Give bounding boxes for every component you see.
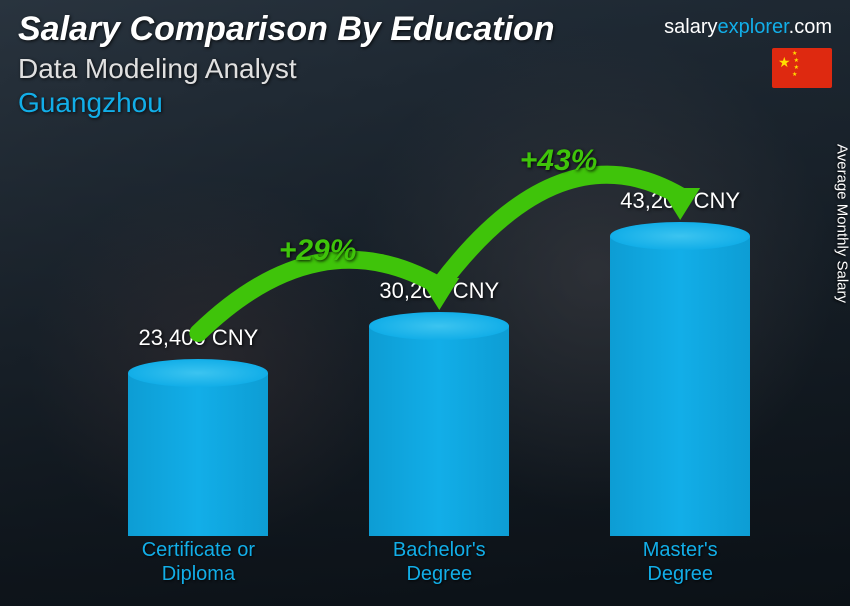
bar-label: Bachelor'sDegree bbox=[349, 538, 529, 586]
flag-big-star: ★ bbox=[778, 54, 791, 71]
flag-small-stars: ★ ★ ★★ bbox=[792, 51, 799, 79]
brand-prefix: salary bbox=[664, 16, 717, 38]
bar-front bbox=[610, 236, 750, 536]
bar-value: 23,400 CNY bbox=[98, 325, 298, 351]
increase-percent: +29% bbox=[279, 234, 357, 268]
bar-front bbox=[369, 326, 509, 536]
bar: 43,200 CNY bbox=[610, 236, 750, 536]
brand-mid: explorer bbox=[718, 16, 789, 38]
increase-percent: +43% bbox=[520, 144, 598, 178]
bar-front bbox=[128, 373, 268, 536]
bar-label: Certificate orDiploma bbox=[108, 538, 288, 586]
bar-value: 30,200 CNY bbox=[339, 278, 539, 304]
bar-value: 43,200 CNY bbox=[580, 188, 780, 214]
bar: 30,200 CNY bbox=[369, 326, 509, 536]
bar-top bbox=[128, 359, 268, 387]
bar-top bbox=[610, 222, 750, 250]
location: Guangzhou bbox=[18, 87, 832, 119]
brand-logo: salaryexplorer.com bbox=[664, 16, 832, 39]
salary-bar-chart: 23,400 CNYCertificate orDiploma30,200 CN… bbox=[50, 146, 780, 586]
job-title: Data Modeling Analyst bbox=[18, 53, 832, 85]
bar: 23,400 CNY bbox=[128, 373, 268, 536]
brand-suffix: .com bbox=[789, 16, 832, 38]
bar-label: Master'sDegree bbox=[590, 538, 770, 586]
y-axis-label: Average Monthly Salary bbox=[834, 144, 850, 303]
flag-icon: ★ ★ ★ ★★ bbox=[772, 48, 832, 88]
bar-top bbox=[369, 312, 509, 340]
